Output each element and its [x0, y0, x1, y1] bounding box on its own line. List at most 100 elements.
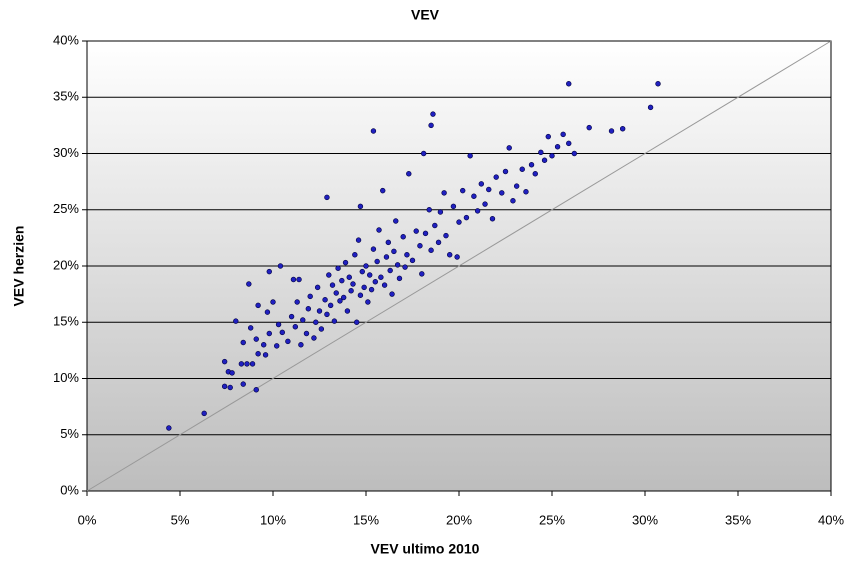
x-tick-label: 15%: [353, 512, 379, 527]
point: [378, 274, 384, 280]
point: [249, 361, 256, 367]
point: [290, 276, 297, 283]
point: [255, 351, 261, 357]
point: [560, 131, 566, 138]
point: [294, 299, 300, 305]
point: [344, 308, 351, 314]
point: [361, 284, 367, 291]
point: [264, 309, 271, 315]
point: [489, 216, 496, 222]
point: [435, 239, 442, 246]
point: [240, 339, 246, 346]
point: [255, 302, 261, 309]
x-tick-label: 0%: [78, 512, 97, 527]
plot-border: [86, 40, 832, 492]
y-tick-label: 20%: [53, 257, 79, 272]
point: [404, 252, 410, 258]
x-tick-label: 10%: [260, 512, 286, 527]
x-tick-label: 25%: [539, 512, 565, 527]
point: [285, 338, 291, 345]
point: [357, 203, 364, 210]
point: [655, 81, 661, 87]
point: [253, 387, 259, 393]
point: [510, 198, 516, 204]
point: [307, 293, 313, 300]
point: [428, 122, 434, 129]
point: [238, 361, 245, 367]
point: [647, 104, 654, 111]
point: [274, 343, 280, 349]
chart-title: VEV: [411, 7, 440, 23]
point: [506, 145, 512, 151]
point: [324, 194, 330, 201]
point: [329, 282, 336, 288]
y-tick-label: 15%: [53, 314, 79, 329]
point: [266, 268, 272, 275]
point: [333, 290, 339, 296]
point: [389, 291, 395, 297]
point: [406, 171, 412, 177]
point: [359, 268, 365, 275]
point: [355, 237, 362, 243]
x-tick-label: 35%: [725, 512, 751, 527]
point: [499, 190, 505, 196]
identity-line: [86, 40, 832, 492]
point: [247, 325, 254, 331]
point: [288, 313, 295, 320]
point: [428, 247, 434, 253]
x-tick-label: 20%: [446, 512, 472, 527]
point: [486, 186, 492, 193]
point: [396, 275, 403, 282]
point: [413, 228, 419, 234]
point: [350, 281, 356, 287]
y-tick-label: 10%: [53, 370, 79, 385]
point: [367, 272, 373, 278]
point: [393, 218, 399, 224]
point: [342, 259, 349, 266]
y-axis-label: VEV herzien: [11, 226, 27, 307]
point: [261, 342, 267, 348]
point: [227, 384, 233, 391]
point: [311, 335, 317, 341]
point: [166, 425, 172, 431]
point: [400, 234, 406, 240]
point: [463, 214, 470, 221]
point: [368, 286, 375, 293]
point: [326, 272, 332, 278]
point: [327, 302, 334, 309]
point: [201, 410, 207, 417]
point: [314, 284, 321, 291]
point: [221, 383, 228, 390]
point: [394, 262, 401, 268]
y-tick-label: 25%: [53, 201, 79, 216]
point: [566, 140, 572, 147]
point: [221, 358, 228, 365]
point: [608, 128, 615, 134]
point: [372, 279, 378, 285]
point: [346, 274, 352, 280]
x-tick-label: 40%: [818, 512, 844, 527]
point: [374, 258, 380, 265]
point: [541, 157, 548, 163]
y-tick-label: 0%: [60, 482, 79, 497]
point: [322, 297, 328, 303]
point: [456, 219, 462, 225]
point: [471, 193, 477, 199]
point: [454, 254, 460, 260]
point: [339, 277, 345, 284]
point: [402, 264, 408, 270]
point: [460, 187, 466, 194]
point: [348, 288, 354, 294]
point: [277, 263, 284, 269]
point: [482, 201, 488, 207]
point: [502, 168, 509, 175]
y-tick-label: 30%: [53, 145, 79, 160]
point: [340, 294, 347, 301]
point: [335, 265, 341, 271]
point: [549, 153, 555, 159]
point: [363, 263, 369, 269]
point: [528, 162, 535, 168]
point: [586, 124, 592, 131]
point: [240, 381, 246, 387]
